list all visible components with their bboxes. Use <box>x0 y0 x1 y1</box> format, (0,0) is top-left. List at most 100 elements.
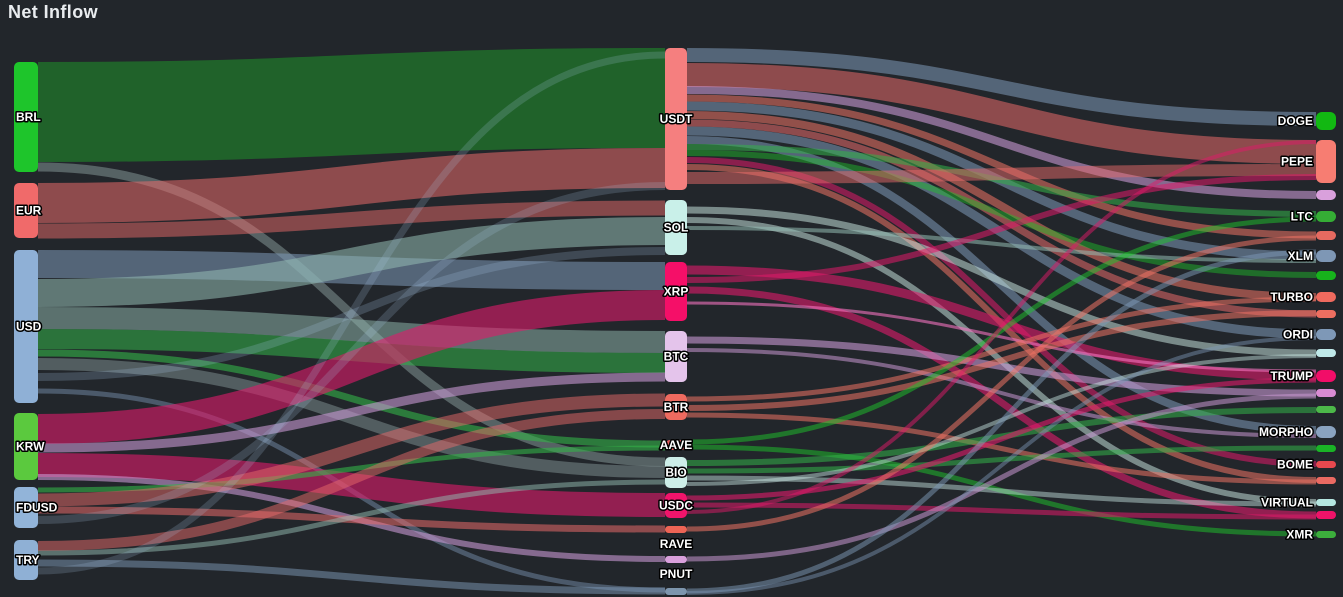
node-PEPE[interactable] <box>1316 140 1336 183</box>
link-AAVE-XMR[interactable] <box>686 444 1317 537</box>
node-TRY[interactable] <box>14 540 38 580</box>
link-BRL-USDT[interactable] <box>37 48 666 162</box>
node-TURBO[interactable] <box>1316 292 1336 302</box>
link-USD-AAVE[interactable] <box>37 349 666 448</box>
link-USD-BTC[interactable] <box>37 307 666 353</box>
node-BTC[interactable] <box>665 331 687 382</box>
link-FDUSD-BTR[interactable] <box>37 393 666 507</box>
node-RAVE[interactable] <box>665 526 687 533</box>
link-USDT-s231[interactable] <box>686 94 1317 239</box>
link-USDC-c511[interactable] <box>686 502 1317 520</box>
node-PNUT[interactable] <box>665 556 687 563</box>
link-TRY-mid-unlabeled[interactable] <box>37 559 666 595</box>
label-TRUMP: TRUMP <box>1270 369 1313 383</box>
label-PEPE: PEPE <box>1281 155 1313 169</box>
node-mid-unlabeled[interactable] <box>665 588 687 595</box>
link-FDUSD-USDT[interactable] <box>37 182 666 524</box>
node-BOME[interactable] <box>1316 461 1336 468</box>
node-DOGE[interactable] <box>1316 112 1336 130</box>
node-USDT[interactable] <box>665 48 687 190</box>
link-USDT-p190[interactable] <box>686 86 1317 199</box>
node-BIO[interactable] <box>665 457 687 488</box>
node-KRW[interactable] <box>14 413 38 480</box>
link-TRY-BTR[interactable] <box>37 409 666 551</box>
label-XLM: XLM <box>1288 249 1313 263</box>
link-USD-SOL[interactable] <box>37 217 666 307</box>
link-USDT-DOGE[interactable] <box>686 48 1317 126</box>
label-BIO: BIO <box>665 466 686 480</box>
node-TRUMP[interactable] <box>1316 370 1336 382</box>
node-ORDI[interactable] <box>1316 329 1336 340</box>
link-BTR-TURBO[interactable] <box>686 296 1317 402</box>
label-LTC: LTC <box>1291 210 1314 224</box>
node-g445[interactable] <box>1316 445 1336 452</box>
link-mid-unlabeled-ORDI[interactable] <box>686 336 1317 595</box>
node-FDUSD[interactable] <box>14 487 38 528</box>
link-USDT-PEPE[interactable] <box>686 164 1317 184</box>
sankey-nodes <box>14 48 1336 595</box>
node-XMR[interactable] <box>1316 531 1336 538</box>
link-BIO-g445[interactable] <box>686 445 1317 474</box>
link-USD-BIO[interactable] <box>37 358 666 478</box>
link-AAVE-LTC[interactable] <box>686 216 1317 445</box>
node-MORPHO[interactable] <box>1316 426 1336 438</box>
label-DOGE: DOGE <box>1278 114 1313 128</box>
link-BTC-p389[interactable] <box>686 336 1317 397</box>
link-XRP-TRUMP[interactable] <box>686 301 1317 373</box>
link-EUR-USDT[interactable] <box>37 148 666 223</box>
node-VIRTUAL[interactable] <box>1316 499 1336 506</box>
link-TRY-USDT[interactable] <box>37 51 666 575</box>
node-p389[interactable] <box>1316 389 1336 397</box>
link-BTC-MORPHO[interactable] <box>686 348 1317 438</box>
link-FDUSD-AAVE[interactable] <box>37 445 666 493</box>
node-AAVE[interactable] <box>665 440 687 450</box>
link-USDT-LTC[interactable] <box>686 144 1317 217</box>
node-g406[interactable] <box>1316 406 1336 413</box>
node-g276[interactable] <box>1316 271 1336 280</box>
label-RAVE: RAVE <box>660 537 692 551</box>
node-s477[interactable] <box>1316 477 1336 484</box>
node-BTR[interactable] <box>665 394 687 420</box>
link-KRW-XRP[interactable] <box>37 290 666 444</box>
node-XRP[interactable] <box>665 262 687 321</box>
link-RAVE-s231[interactable] <box>686 235 1317 532</box>
link-TRY-BIO[interactable] <box>37 479 666 556</box>
link-mid-unlabeled-XLM[interactable] <box>686 249 1317 594</box>
label-SOL: SOL <box>664 221 689 235</box>
node-SOL[interactable] <box>665 200 687 255</box>
node-EUR[interactable] <box>14 183 38 238</box>
node-XLM[interactable] <box>1316 250 1336 262</box>
link-BTR-s477[interactable] <box>686 412 1317 485</box>
link-EUR-SOL[interactable] <box>37 200 666 239</box>
link-KRW-BTC[interactable] <box>37 372 666 453</box>
sankey-labels: BRL EUR USD KRW FDUSD TRY USDT SOL XRP BTC BTR AAVE… <box>15 109 1315 583</box>
label-XRP: XRP <box>664 285 689 299</box>
link-SOL-c349[interactable] <box>686 206 1317 357</box>
node-s231[interactable] <box>1316 231 1336 240</box>
link-USDC-PEPE[interactable] <box>686 140 1317 514</box>
label-TRY: TRY <box>16 553 40 567</box>
node-s310[interactable] <box>1316 310 1336 318</box>
link-XRP-c511[interactable] <box>686 286 1317 519</box>
label-BTC: BTC <box>664 350 689 364</box>
link-USD-SOL[interactable] <box>37 247 666 381</box>
link-USDT-PEPE[interactable] <box>686 63 1317 164</box>
link-USDT-g276[interactable] <box>686 150 1317 278</box>
link-XRP-PEPE[interactable] <box>686 174 1317 283</box>
label-PNUT: PNUT <box>660 567 693 581</box>
link-USDT-ORDI[interactable] <box>686 126 1317 339</box>
label-VIRTUAL: VIRTUAL <box>1261 496 1313 510</box>
link-USDT-TURBO[interactable] <box>686 111 1317 301</box>
node-BRL[interactable] <box>14 62 38 172</box>
node-USDC[interactable] <box>665 493 687 518</box>
node-LTC[interactable] <box>1316 211 1336 222</box>
node-c349[interactable] <box>1316 349 1336 357</box>
link-BTR-s310[interactable] <box>686 310 1317 411</box>
link-PNUT-p389[interactable] <box>686 393 1317 562</box>
link-SOL-XLM[interactable] <box>686 226 1317 263</box>
link-BIO-VIRTUAL[interactable] <box>686 475 1317 507</box>
node-p190[interactable] <box>1316 190 1336 200</box>
node-c511[interactable] <box>1316 511 1336 519</box>
node-USD[interactable] <box>14 250 38 403</box>
